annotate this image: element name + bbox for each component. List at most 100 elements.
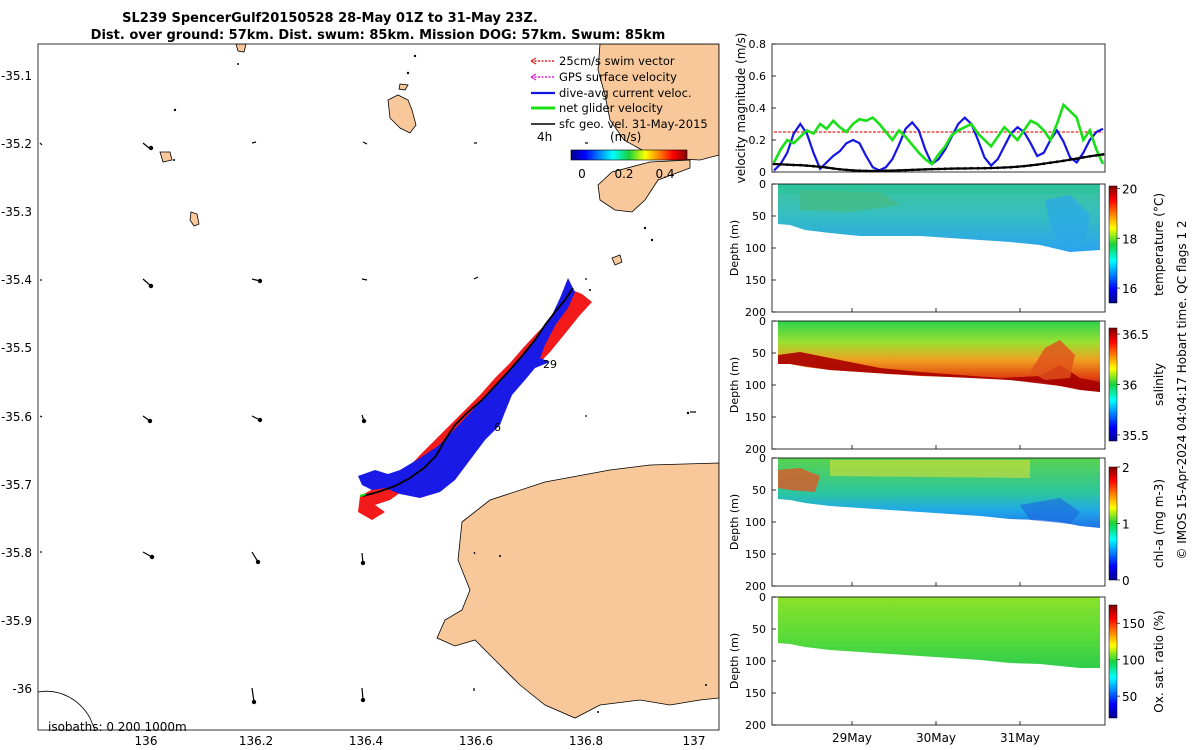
- velocity-point: [1095, 154, 1098, 157]
- velocity-point: [772, 162, 776, 166]
- depth-tick-label: 150: [745, 687, 766, 700]
- map-colorbar: 4h (m/s) 0 0.2 0.4: [537, 130, 688, 181]
- velocity-point: [989, 166, 993, 170]
- map-colorbar-tick-1: 0.2: [614, 167, 633, 181]
- lat-tick-9: -36: [12, 682, 32, 696]
- chla-blue-deep: [1020, 498, 1080, 524]
- land-island-1: [387, 94, 417, 134]
- lon-tick-5: 137: [683, 734, 706, 748]
- depth-tick-label: 150: [745, 274, 766, 287]
- oxygen-panel: [771, 596, 1118, 726]
- lat-tick-7: -35.8: [1, 546, 32, 560]
- depth-tick-label: 150: [745, 548, 766, 561]
- map-lat-axis: -35.1 -35.2 -35.3 -35.4 -35.5 -35.6 -35.…: [1, 69, 32, 696]
- depth-tick-label: 150: [745, 411, 766, 424]
- depth-tick-label: 100: [745, 242, 766, 255]
- velocity-point: [983, 166, 986, 170]
- depth-tick-label: 50: [752, 484, 766, 497]
- time-tick-2: 31May: [1000, 731, 1040, 745]
- colorbar-tick-label: 36.5: [1122, 328, 1149, 342]
- velocity-point: [1035, 163, 1039, 167]
- temperature-panel: [771, 183, 1118, 313]
- net-glider-velocity: [359, 493, 367, 497]
- lat-tick-8: -35.9: [1, 614, 32, 628]
- colorbar-tick-label: 35.5: [1122, 429, 1149, 443]
- velocity-point: [825, 166, 828, 169]
- velocity-point: [1002, 166, 1006, 169]
- temperature-colorbar: [1108, 185, 1118, 304]
- velocity-point: [937, 167, 940, 171]
- velocity-point: [963, 167, 967, 170]
- velocity-point: [923, 168, 927, 171]
- velocity-point: [910, 168, 914, 172]
- temperature-warm-patch: [800, 190, 900, 212]
- depth-tick-label: 200: [745, 580, 766, 593]
- velocity-point: [805, 164, 809, 168]
- time-tick-1: 30May: [916, 731, 956, 745]
- isobaths-label: isobaths: 0 200 1000m: [48, 720, 187, 734]
- glider-track: [362, 287, 574, 497]
- depth-tick-label: 50: [752, 347, 766, 360]
- velocity-point: [818, 165, 822, 169]
- depth-tick-label: 0: [759, 452, 766, 465]
- velocity-point: [930, 167, 934, 171]
- velocity-point: [897, 169, 901, 172]
- time-axis: 29May 30May 31May: [832, 731, 1040, 745]
- velocity-point: [785, 163, 789, 167]
- velocity-panel: 0 0.2 0.4 0.6 0.8 velocity magnitude (m/s): [734, 33, 1106, 183]
- velocity-ytick-label: 0.6: [749, 70, 767, 83]
- velocity-point: [1081, 156, 1085, 159]
- land-island-4: [611, 254, 623, 266]
- lon-tick-3: 136.6: [459, 734, 493, 748]
- colorbar-tick-label: 100: [1122, 654, 1145, 668]
- velocity-point: [904, 168, 907, 172]
- velocity-point: [779, 162, 782, 166]
- salinity-colorbar: [1108, 327, 1118, 442]
- depth-tick-label: 200: [745, 443, 766, 456]
- velocity-point: [891, 169, 894, 173]
- map-colorbar-left-label: 4h: [537, 130, 552, 144]
- colorbar-tick-label: 1: [1122, 518, 1130, 532]
- temperature-cool-patch: [1045, 195, 1090, 245]
- footer-credit: © IMOS 15-Apr-2024 04:04:17 Hobart time.…: [1175, 220, 1189, 559]
- velocity-ytick-label: 0.2: [749, 134, 767, 147]
- day-marker: 29: [543, 358, 557, 371]
- colorbar-tick-label: 50: [1122, 690, 1137, 704]
- colorbar-tick-label: 0: [1122, 574, 1130, 588]
- land-kangaroo-island: [436, 462, 719, 719]
- lat-tick-2: -35.3: [1, 205, 32, 219]
- velocity-point: [838, 167, 842, 171]
- velocity-point: [956, 167, 960, 170]
- oxygen-field: [778, 597, 1100, 668]
- chla-panel: [771, 457, 1118, 587]
- velocity-ytick-label: 0: [759, 166, 766, 179]
- lon-tick-4: 136.8: [569, 734, 603, 748]
- depth-axis-label: Depth (m): [728, 633, 741, 689]
- colorbar-tick-label: 2: [1122, 461, 1130, 475]
- land-island-6: [398, 83, 409, 91]
- velocity-point: [1068, 158, 1072, 162]
- depth-tick-label: 0: [759, 315, 766, 328]
- depth-tick-label: 200: [745, 719, 766, 732]
- velocity-axes: [771, 43, 1106, 173]
- lon-tick-2: 136.4: [349, 734, 383, 748]
- colorbar-label: chl-a (mg m-3): [1152, 479, 1166, 568]
- salinity-deep-red: [778, 352, 1100, 392]
- chla-surface-bloom: [778, 468, 820, 492]
- velocity-point: [792, 163, 796, 167]
- depth-tick-label: 100: [745, 379, 766, 392]
- velocity-point: [1062, 159, 1065, 163]
- chla-yellow-patch: [830, 460, 1030, 478]
- colorbar-label: salinity: [1152, 363, 1166, 406]
- velocity-point: [1049, 161, 1052, 165]
- velocity-point: [950, 167, 954, 171]
- velocity-point: [858, 169, 861, 173]
- velocity-point: [976, 166, 980, 170]
- map-content: 29 6: [38, 44, 719, 730]
- colorbar-tick-label: 36: [1122, 379, 1137, 393]
- colorbar-label: Ox. sat. ratio (%): [1152, 610, 1166, 712]
- depth-tick-label: 0: [759, 591, 766, 604]
- velocity-y-ticks: 0 0.2 0.4 0.6 0.8: [749, 38, 776, 179]
- salinity-panel: [771, 320, 1118, 450]
